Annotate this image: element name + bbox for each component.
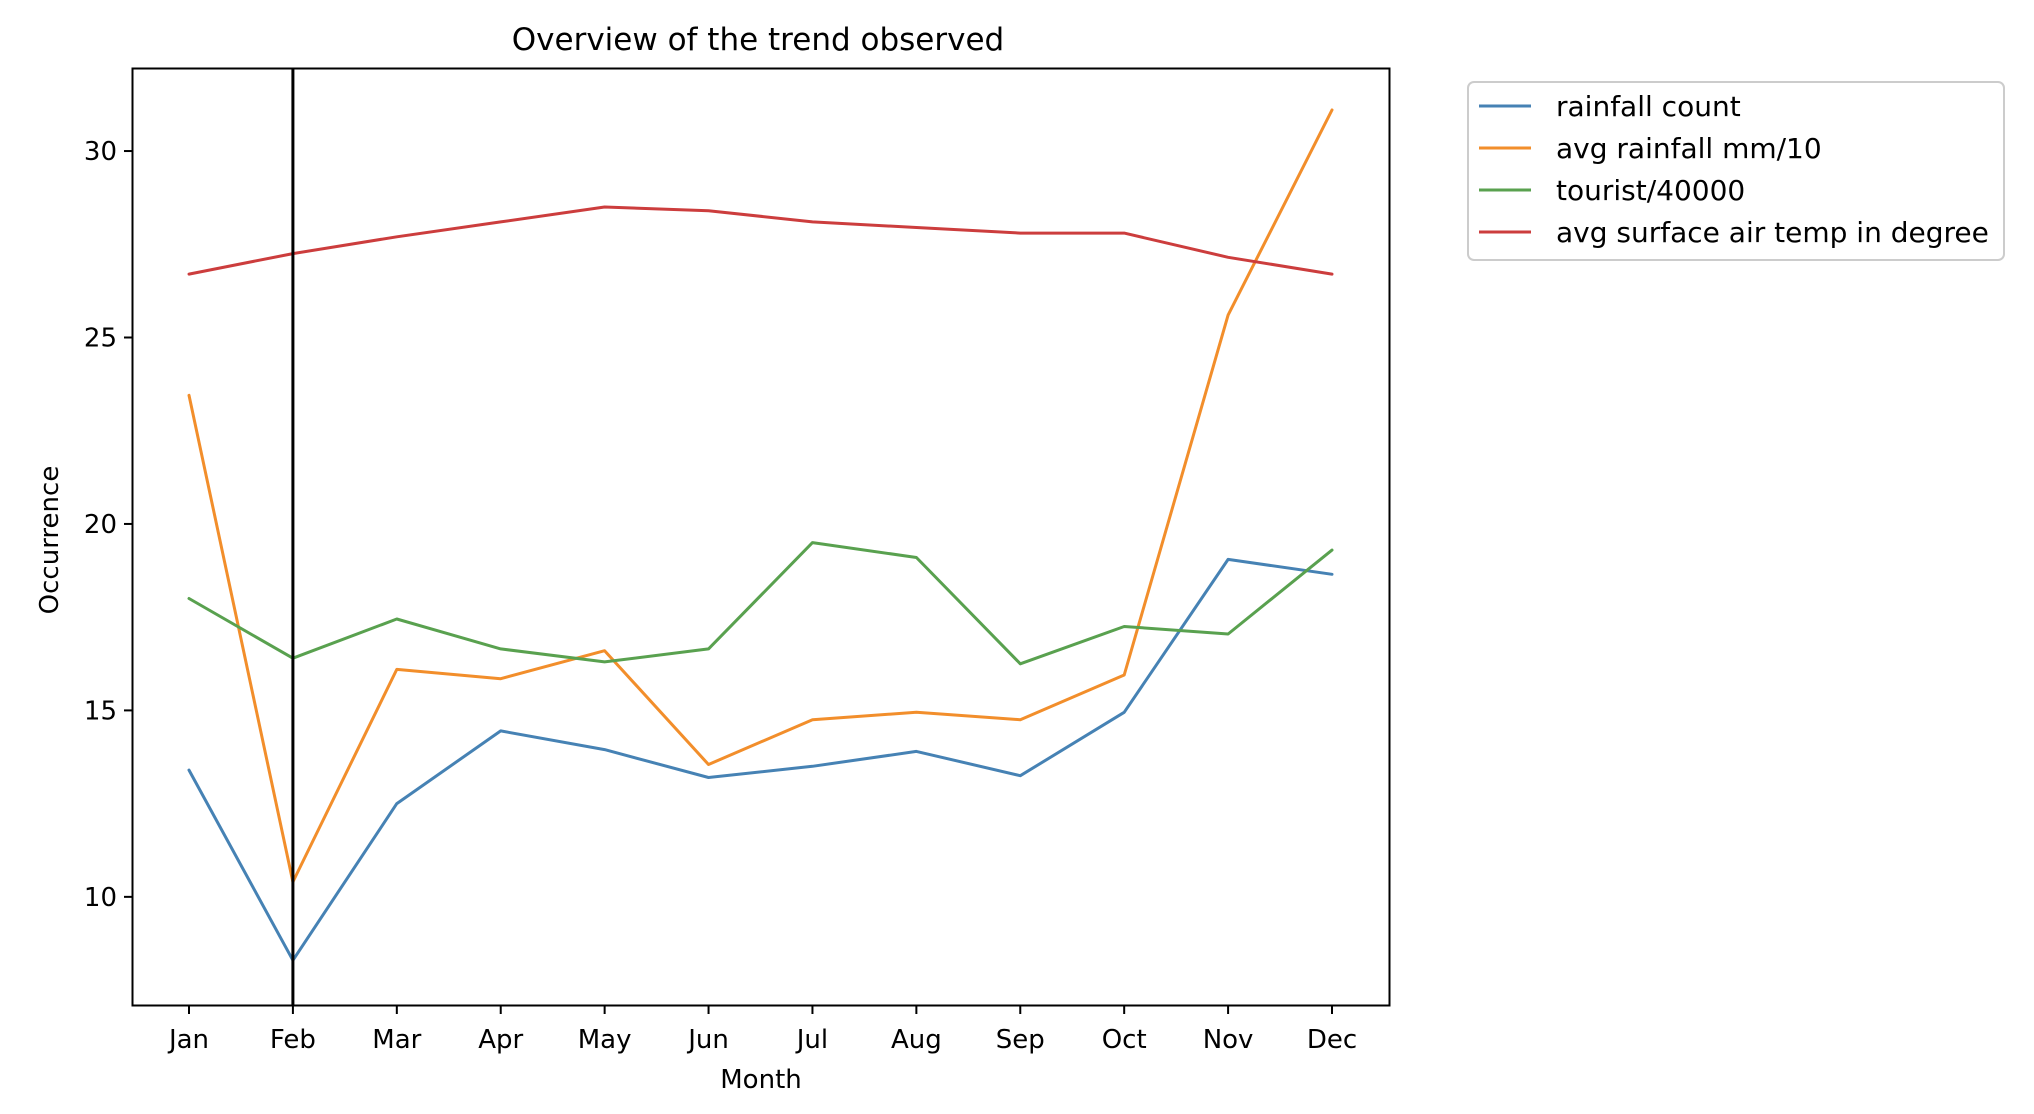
x-tick-label: Jun — [686, 1025, 729, 1055]
x-tick-label: Jul — [795, 1025, 828, 1055]
y-tick-label: 20 — [84, 510, 117, 540]
y-tick-label: 25 — [84, 323, 117, 353]
x-tick-label: May — [578, 1025, 632, 1055]
plot-frame — [131, 67, 1391, 1007]
plot-area — [187, 69, 1334, 1005]
x-tick-label: Aug — [891, 1025, 942, 1055]
legend-box — [1467, 81, 2005, 261]
legend: rainfall count avg rainfall mm/10 tourist/… — [1467, 81, 2005, 261]
x-tick-label: Oct — [1102, 1025, 1147, 1055]
legend-label-3: tourist/40000 — [1556, 174, 1745, 207]
x-tick-label: Jan — [167, 1025, 209, 1055]
y-tick-label: 30 — [84, 137, 117, 167]
x-tick-label: Dec — [1307, 1025, 1357, 1055]
series-line-4 — [187, 205, 1334, 276]
series-line-1 — [187, 557, 1334, 962]
chart-title: Overview of the trend observed — [512, 22, 1004, 58]
x-axis-title: Month — [720, 1065, 802, 1095]
x-tick-label: Mar — [372, 1025, 421, 1055]
legend-label-1: rainfall count — [1556, 90, 1741, 123]
x-tick-label: Sep — [996, 1025, 1045, 1055]
x-tick-label: Apr — [478, 1025, 523, 1055]
legend-label-4: avg surface air temp in degree — [1556, 216, 1989, 249]
x-tick-label: Nov — [1203, 1025, 1254, 1055]
y-tick-label: 10 — [84, 883, 117, 913]
y-axis-title: Occurrence — [35, 466, 65, 615]
series-line-3 — [187, 541, 1334, 666]
x-axis: Jan Feb Mar Apr May Jun Jul Aug Sep Oct Nov Dec — [167, 1005, 1357, 1055]
y-tick-label: 15 — [84, 696, 117, 726]
series-line-2 — [187, 108, 1334, 884]
y-axis: 10 15 20 25 30 — [84, 137, 133, 913]
legend-label-2: avg rainfall mm/10 — [1556, 132, 1822, 165]
x-tick-label: Feb — [270, 1025, 316, 1055]
